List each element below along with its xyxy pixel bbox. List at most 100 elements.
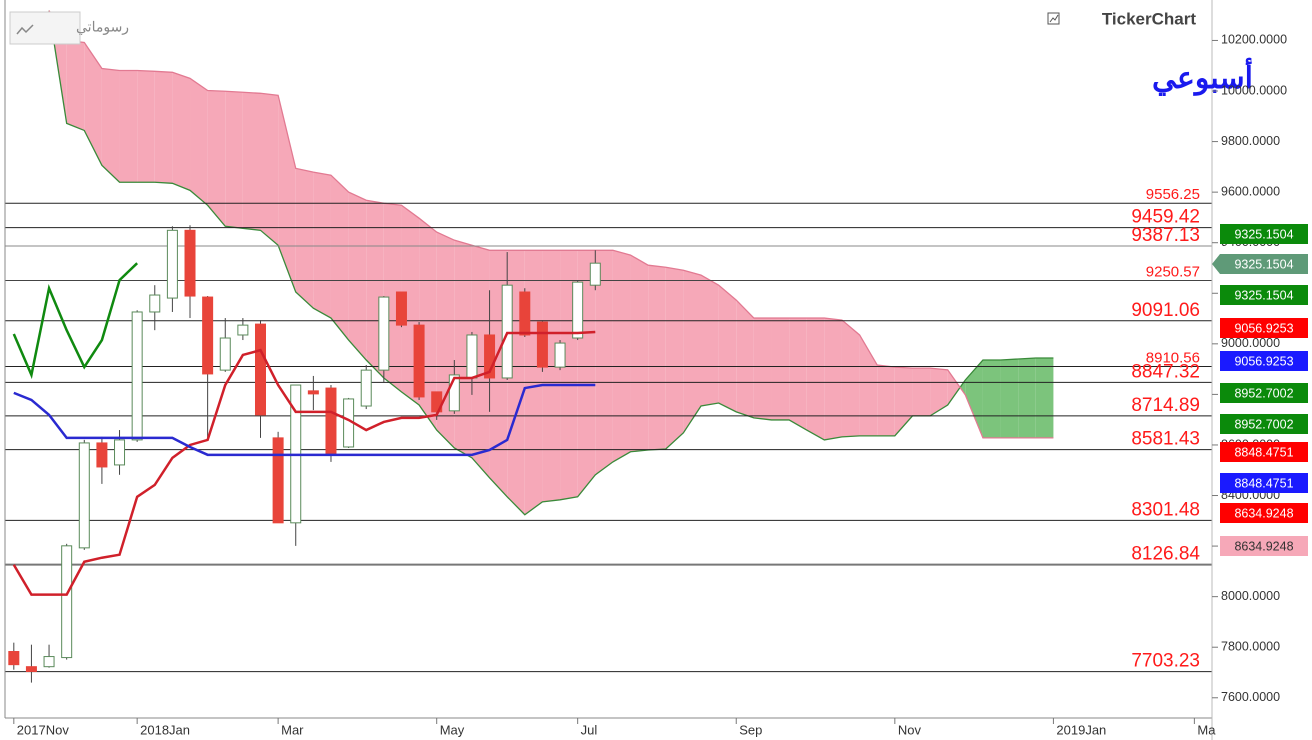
cloud-segment bbox=[736, 300, 754, 418]
candle-body bbox=[202, 296, 214, 375]
cloud-segment bbox=[330, 175, 349, 341]
cloud-segment bbox=[965, 360, 983, 438]
cloud-segment bbox=[930, 368, 948, 416]
cloud-segment bbox=[612, 250, 631, 462]
candle-body bbox=[43, 656, 55, 668]
price-tag-label: 8634.9248 bbox=[1234, 506, 1293, 520]
candle-body bbox=[360, 369, 372, 407]
candle-body bbox=[114, 439, 126, 466]
cloud-segment bbox=[101, 68, 120, 183]
cloud-segment bbox=[190, 78, 208, 206]
level-label: 9387.13 bbox=[1131, 225, 1200, 246]
cloud-segment bbox=[154, 71, 173, 184]
level-label: 9459.42 bbox=[1131, 207, 1200, 228]
button-label[interactable]: رسوماتي bbox=[76, 19, 129, 36]
indicator-line bbox=[12, 262, 139, 380]
candle-body bbox=[484, 334, 496, 379]
price-tag bbox=[1220, 285, 1308, 305]
price-tag bbox=[1220, 536, 1308, 556]
cloud-segment bbox=[841, 320, 860, 437]
plot-area bbox=[5, 10, 1212, 683]
y-tick-label: 10200.0000 bbox=[1221, 33, 1287, 47]
indicator-line bbox=[13, 383, 596, 457]
cloud-segment bbox=[119, 70, 138, 183]
candle-body bbox=[149, 294, 161, 313]
y-tick-label: 9600.0000 bbox=[1221, 184, 1280, 198]
cloud-segment bbox=[207, 90, 226, 227]
cloud-segment bbox=[648, 265, 666, 451]
price-tag bbox=[1212, 254, 1308, 274]
level-label: 9091.06 bbox=[1131, 300, 1200, 321]
cloud-span-a bbox=[48, 10, 1054, 516]
candle-body bbox=[78, 442, 90, 549]
y-tick-label: 10000.0000 bbox=[1221, 83, 1287, 97]
price-tag-label: 9056.9253 bbox=[1234, 321, 1293, 335]
level-label: 7703.23 bbox=[1131, 651, 1200, 672]
x-tick-label: Mar bbox=[281, 722, 304, 737]
price-tag-label: 9056.9253 bbox=[1234, 354, 1293, 368]
candle-body bbox=[61, 545, 73, 659]
cloud-segment bbox=[542, 250, 561, 502]
y-tick-label: 7800.0000 bbox=[1221, 640, 1280, 654]
cloud-segment bbox=[348, 192, 367, 361]
period-label: أسبوعي bbox=[1152, 57, 1253, 96]
y-tick-label: 9000.0000 bbox=[1221, 336, 1280, 350]
cloud-segment bbox=[894, 367, 913, 436]
price-tag-label: 8848.4751 bbox=[1234, 445, 1293, 459]
price-tag bbox=[1220, 318, 1308, 338]
cloud-segment bbox=[982, 360, 1001, 438]
cloud-segment bbox=[718, 285, 737, 412]
cloud-segment bbox=[260, 93, 279, 246]
cloud-segment bbox=[960, 379, 966, 395]
price-tag bbox=[1220, 442, 1308, 462]
cloud-segment bbox=[225, 91, 243, 229]
price-tag bbox=[1220, 224, 1308, 244]
price-tag-label: 8848.4751 bbox=[1234, 476, 1293, 490]
cloud-segment bbox=[1018, 357, 1036, 438]
cloud-segment bbox=[471, 245, 490, 478]
logo-icon-line bbox=[1049, 14, 1059, 23]
cloud-segment bbox=[877, 365, 895, 436]
cloud-segment bbox=[630, 255, 649, 452]
y-tick-label: 8000.0000 bbox=[1221, 589, 1280, 603]
candle-body bbox=[413, 324, 425, 398]
cloud-segment bbox=[824, 318, 842, 440]
drawings-button[interactable]: رسوماتي bbox=[9, 11, 129, 45]
candle-body bbox=[96, 442, 108, 468]
x-tick-label: Sep bbox=[739, 722, 762, 737]
candle-body bbox=[166, 229, 178, 299]
cloud-segment bbox=[683, 270, 702, 433]
cloud-segment bbox=[806, 318, 825, 440]
level-label: 8301.48 bbox=[1131, 499, 1200, 520]
candle-body bbox=[254, 323, 266, 416]
level-label: 9250.57 bbox=[1146, 263, 1200, 280]
x-tick-label: Nov bbox=[898, 722, 922, 737]
button-frame[interactable] bbox=[9, 11, 81, 45]
candle-body bbox=[448, 374, 460, 412]
cloud-segment bbox=[295, 168, 314, 309]
price-tag-label: 8952.7002 bbox=[1234, 417, 1293, 431]
cloud-segment bbox=[701, 275, 719, 407]
candle-body bbox=[572, 281, 584, 339]
x-tick-label: May bbox=[440, 722, 465, 737]
cloud-segment bbox=[84, 42, 102, 166]
cloud-segment bbox=[313, 172, 331, 319]
logo-icon bbox=[1047, 12, 1060, 25]
level-label: 8581.43 bbox=[1131, 429, 1200, 450]
candle-body bbox=[519, 291, 531, 336]
cloud-segment bbox=[242, 92, 261, 231]
price-tag-label: 9325.1504 bbox=[1234, 257, 1293, 271]
candle-body bbox=[272, 437, 284, 524]
cloud-segment bbox=[595, 250, 613, 475]
cloud-segment bbox=[912, 368, 931, 416]
price-tag-label: 8634.9248 bbox=[1234, 539, 1293, 553]
cloud-segment bbox=[278, 95, 296, 293]
x-tick-label: 2017Nov bbox=[17, 722, 70, 737]
price-tag bbox=[1220, 503, 1308, 523]
cloud-segment bbox=[66, 40, 85, 131]
cloud-segment bbox=[771, 318, 790, 420]
y-tick-label: 7600.0000 bbox=[1221, 690, 1280, 704]
cloud-segment bbox=[665, 267, 684, 450]
cloud-segment bbox=[859, 334, 878, 436]
